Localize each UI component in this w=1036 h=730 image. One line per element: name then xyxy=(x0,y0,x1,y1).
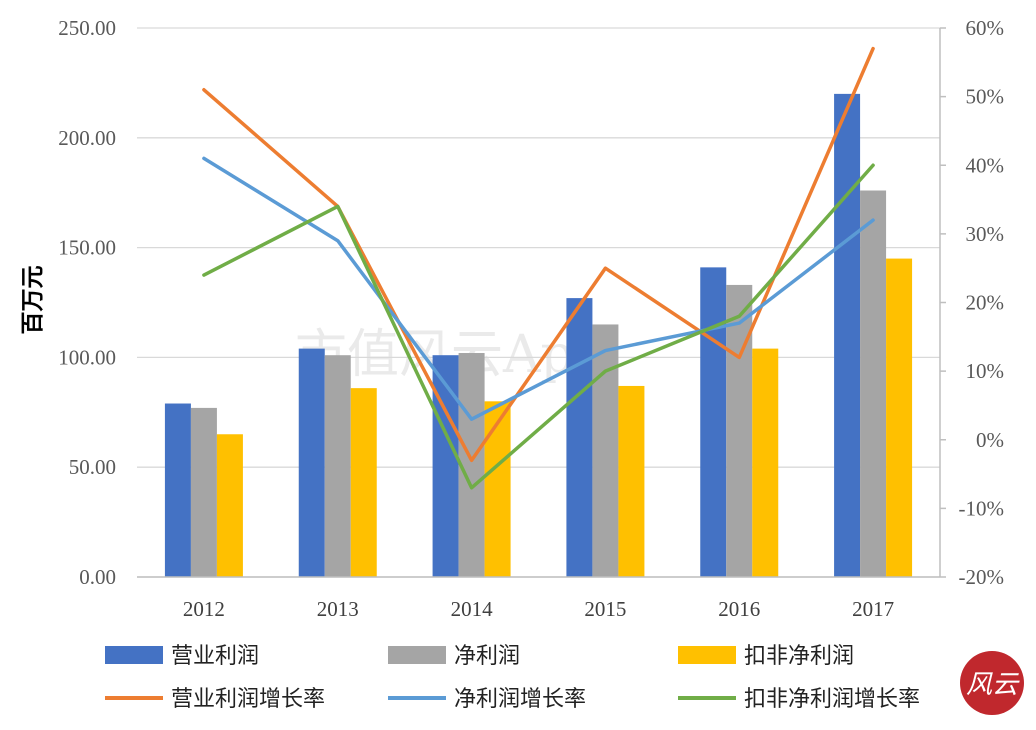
axes xyxy=(137,27,946,578)
bar-净利润-2012 xyxy=(190,407,217,577)
bar-净利润-2017 xyxy=(860,190,887,577)
y-axis-label: 百万元 xyxy=(20,266,46,335)
y-tick-label: 250.00 xyxy=(58,16,116,40)
bar-扣非净利润-2014 xyxy=(484,401,511,577)
x-tick-label: 2015 xyxy=(584,597,626,621)
x-tick-label: 2013 xyxy=(317,597,359,621)
y2-tick-label: 0% xyxy=(976,428,1004,452)
y-tick-label: 200.00 xyxy=(58,126,116,150)
y2-tick-label: 20% xyxy=(966,291,1005,315)
bar-净利润-2014 xyxy=(458,353,485,577)
legend-label: 营业利润 xyxy=(171,644,259,669)
bars xyxy=(164,93,913,577)
legend-swatch-营业利润 xyxy=(105,646,163,664)
y-tick-label: 0.00 xyxy=(79,565,116,589)
y2-tick-label: 40% xyxy=(966,153,1005,177)
y-tick-label: 100.00 xyxy=(58,345,116,369)
bar-营业利润-2017 xyxy=(834,93,861,577)
seal-logo: 风云 xyxy=(960,651,1024,715)
bar-营业利润-2016 xyxy=(700,267,727,577)
left-axis-ticks: 0.00 50.00 100.00 150.00 200.00 250.00 xyxy=(58,16,116,589)
y2-tick-label: -10% xyxy=(959,496,1005,520)
y2-tick-label: -20% xyxy=(959,565,1005,589)
right-axis-ticks: -20% -10% 0% 10% 20% 30% 40% 50% 60% xyxy=(959,16,1005,589)
bar-净利润-2016 xyxy=(726,284,753,577)
y-tick-label: 50.00 xyxy=(69,455,116,479)
x-tick-label: 2012 xyxy=(183,597,225,621)
line-扣非净利润增长率 xyxy=(202,163,875,490)
line-净利润增长率 xyxy=(202,156,875,421)
seal-text: 风云 xyxy=(966,670,1020,700)
bar-营业利润-2012 xyxy=(164,403,191,577)
bar-扣非净利润-2013 xyxy=(350,388,377,577)
y2-tick-label: 60% xyxy=(966,16,1005,40)
x-tick-label: 2014 xyxy=(451,597,494,621)
bar-营业利润-2014 xyxy=(432,355,459,577)
bar-扣非净利润-2015 xyxy=(618,385,645,577)
y-tick-label: 150.00 xyxy=(58,236,116,260)
y2-tick-label: 50% xyxy=(966,85,1005,109)
legend-label: 营业利润增长率 xyxy=(171,687,325,712)
bar-净利润-2015 xyxy=(592,324,619,577)
legend-label: 净利润 xyxy=(454,644,520,669)
y2-tick-label: 30% xyxy=(966,222,1005,246)
bar-营业利润-2013 xyxy=(298,348,325,577)
y2-tick-label: 10% xyxy=(966,359,1005,383)
bar-净利润-2013 xyxy=(324,355,351,577)
legend-label: 净利润增长率 xyxy=(454,687,586,712)
series-lines xyxy=(202,46,875,490)
legend-swatch-净利润 xyxy=(388,646,446,664)
legend-swatch-扣非净利润 xyxy=(678,646,736,664)
x-axis-ticks: 2012 2013 2014 2015 2016 2017 xyxy=(183,597,894,621)
x-tick-label: 2017 xyxy=(852,597,894,621)
x-tick-label: 2016 xyxy=(718,597,760,621)
bar-扣非净利润-2017 xyxy=(886,258,913,577)
bar-扣非净利润-2016 xyxy=(752,348,779,577)
legend-label: 扣非净利润 xyxy=(744,644,854,669)
bar-营业利润-2015 xyxy=(566,298,593,577)
bar-扣非净利润-2012 xyxy=(216,434,243,577)
gridlines xyxy=(137,27,940,578)
legend-label: 扣非净利润增长率 xyxy=(744,687,920,712)
